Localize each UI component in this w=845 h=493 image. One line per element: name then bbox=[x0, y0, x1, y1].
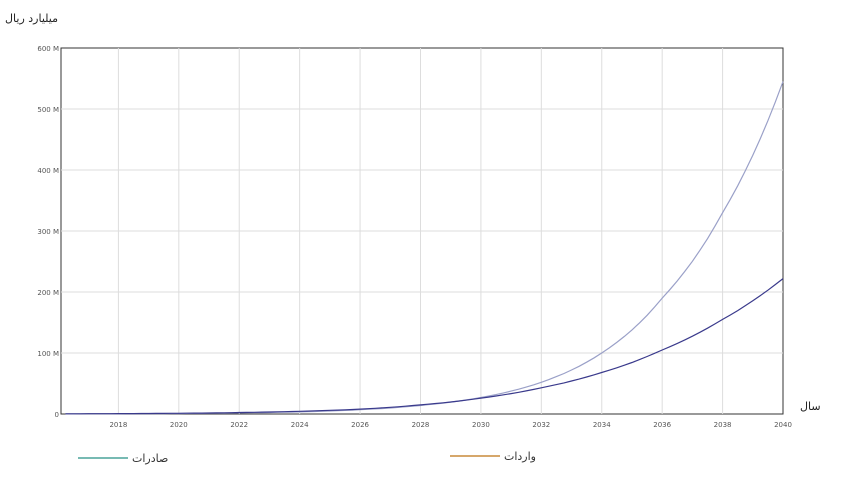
y-axis-ticks: 0 100 M 200 M 300 M 400 M 500 M 600 M bbox=[37, 45, 59, 419]
y-tick-label: 200 M bbox=[37, 289, 59, 297]
x-tick-label: 2036 bbox=[653, 421, 671, 429]
x-tick-label: 2040 bbox=[774, 421, 792, 429]
x-tick-label: 2030 bbox=[472, 421, 490, 429]
y-tick-label: 600 M bbox=[37, 45, 59, 53]
y-tick-label: 400 M bbox=[37, 167, 59, 175]
x-axis-title: سال bbox=[800, 400, 821, 413]
x-tick-label: 2034 bbox=[593, 421, 611, 429]
x-tick-label: 2028 bbox=[412, 421, 430, 429]
x-tick-label: 2022 bbox=[230, 421, 248, 429]
y-tick-label: 100 M bbox=[37, 350, 59, 358]
series-line-imports bbox=[65, 278, 784, 415]
y-tick-label: 300 M bbox=[37, 228, 59, 236]
legend-label-imports: واردات bbox=[504, 450, 536, 463]
x-tick-label: 2018 bbox=[109, 421, 127, 429]
x-tick-label: 2032 bbox=[532, 421, 550, 429]
y-tick-label: 0 bbox=[55, 411, 59, 419]
gridlines bbox=[61, 48, 783, 414]
legend-label-exports: صادرات bbox=[132, 452, 168, 465]
y-axis-title: میلیارد ریال bbox=[5, 12, 58, 25]
x-tick-label: 2020 bbox=[170, 421, 188, 429]
legend: صادرات واردات bbox=[78, 450, 536, 465]
series-lines bbox=[65, 81, 784, 415]
y-tick-label: 500 M bbox=[37, 106, 59, 114]
x-axis-ticks: 2018 2020 2022 2024 2026 2028 2030 2032 2034 2036… bbox=[109, 421, 791, 429]
x-tick-label: 2026 bbox=[351, 421, 369, 429]
x-tick-label: 2038 bbox=[714, 421, 732, 429]
x-tick-label: 2024 bbox=[291, 421, 309, 429]
